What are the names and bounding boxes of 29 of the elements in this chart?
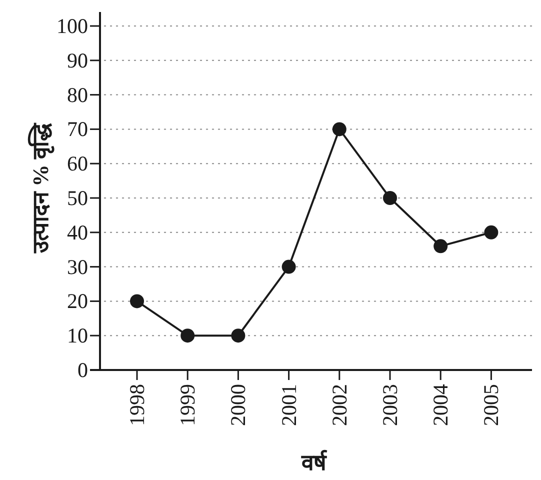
point (282, 260, 296, 274)
x-tick-label: 2004 (428, 384, 453, 426)
y-tick-label: 60 (67, 152, 88, 176)
point (231, 328, 246, 343)
y-tick-label: 90 (67, 48, 88, 72)
x-tick-label: 1998 (125, 384, 149, 426)
x-tick-label: 2002 (327, 384, 352, 426)
y-tick-label: 0 (78, 358, 88, 382)
y-tick-label: 80 (67, 82, 88, 107)
point (332, 122, 346, 136)
x-tick-label: 2000 (226, 384, 250, 426)
y-tick-label: 10 (67, 324, 88, 348)
x-tick-label: 1999 (176, 384, 200, 426)
point (180, 328, 195, 343)
point (383, 191, 397, 205)
point (484, 225, 498, 240)
x-tick-label: 2003 (378, 384, 402, 426)
y-tick-label: 100 (56, 14, 88, 38)
x-axis-title: वर्ष (300, 449, 328, 475)
y-tick-label: 40 (67, 220, 88, 244)
y-tick-label: 20 (67, 289, 88, 314)
point (130, 294, 144, 308)
x-tick-label: 2005 (479, 384, 504, 426)
y-axis-title: उत्पादन % वृद्धि (27, 122, 55, 254)
y-tick-label: 30 (67, 254, 88, 279)
y-tick-label: 50 (67, 186, 88, 210)
point (434, 239, 448, 254)
y-tick-label: 70 (67, 117, 88, 142)
x-tick-label: 2001 (276, 384, 301, 426)
